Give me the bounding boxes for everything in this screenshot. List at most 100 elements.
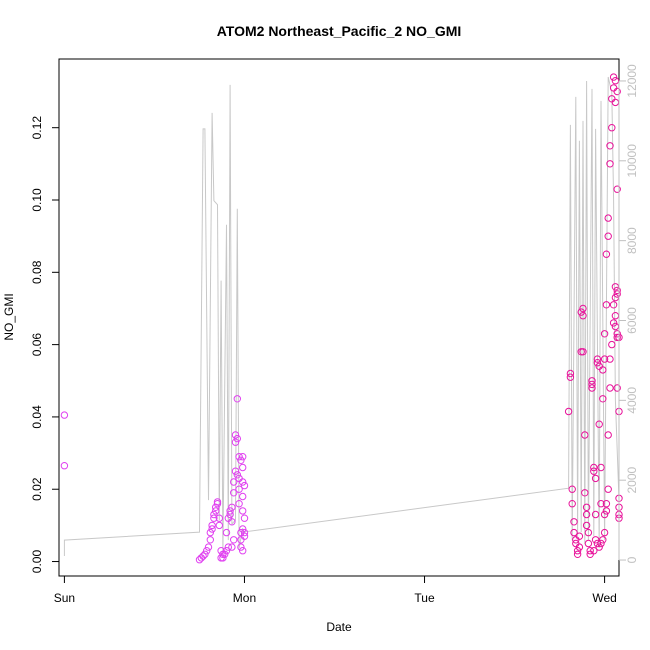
- y-tick-label: 0.02: [30, 477, 44, 501]
- data-point: [593, 539, 602, 548]
- y2-tick-label: 0: [625, 556, 639, 563]
- data-point: [590, 467, 598, 475]
- data-point: [608, 340, 616, 349]
- data-point: [604, 431, 612, 439]
- data-point: [212, 503, 220, 511]
- data-point: [609, 301, 618, 309]
- data-point: [599, 366, 607, 374]
- data-point: [239, 492, 247, 501]
- chart-title: ATOM2 Northeast_Pacific_2 NO_GMI: [217, 23, 462, 39]
- data-point: [602, 250, 611, 258]
- data-point: [568, 485, 576, 493]
- plot-frame: [58, 58, 620, 577]
- data-point: [206, 536, 215, 544]
- data-point: [613, 290, 621, 298]
- data-point: [226, 507, 234, 515]
- y-tick-label: 0.00: [30, 550, 44, 574]
- y-tick-label: 0.08: [30, 260, 44, 284]
- data-point: [239, 525, 247, 533]
- data-point: [213, 498, 222, 506]
- data-point: [595, 420, 603, 428]
- data-point: [231, 467, 240, 475]
- data-point: [228, 543, 236, 551]
- data-point: [239, 547, 247, 555]
- data-point: [588, 380, 596, 389]
- data-point: [240, 514, 249, 522]
- data-point: [219, 554, 227, 562]
- data-point: [237, 456, 245, 464]
- data-point: [591, 510, 600, 519]
- data-point: [582, 503, 591, 511]
- y-tick-label: 0.12: [30, 116, 44, 140]
- data-point: [606, 384, 614, 392]
- x-tick-label: Tue: [414, 591, 435, 605]
- data-point: [240, 532, 249, 540]
- data-point: [602, 500, 611, 508]
- data-point: [228, 503, 236, 511]
- line-series: [63, 76, 620, 556]
- data-point: [233, 471, 242, 479]
- data-point: [593, 355, 602, 363]
- y2-axis-ticks: 0 2000 4000 6000 8000 10000 12000: [619, 64, 639, 563]
- data-point: [600, 528, 609, 537]
- data-point: [60, 411, 69, 419]
- data-point: [568, 500, 576, 508]
- y2-tick-label: 12000: [625, 64, 639, 98]
- data-point: [609, 319, 618, 327]
- data-point: [240, 528, 249, 537]
- data-point: [613, 330, 621, 338]
- data-point: [222, 528, 231, 537]
- data-point: [215, 521, 224, 530]
- y2-tick-label: 6000: [625, 307, 639, 334]
- y-axis-ticks: 0.00 0.02 0.04 0.06 0.08 0.10 0.12: [30, 116, 59, 574]
- data-point: [222, 547, 231, 555]
- data-point: [239, 453, 247, 461]
- data-point: [604, 214, 612, 222]
- data-point: [593, 359, 602, 367]
- data-point: [586, 547, 594, 555]
- y2-tick-label: 10000: [625, 144, 639, 178]
- data-point: [235, 474, 243, 483]
- data-point: [579, 312, 587, 320]
- data-point: [581, 431, 589, 439]
- data-point: [611, 77, 620, 85]
- data-point: [233, 395, 242, 403]
- data-point: [579, 304, 587, 313]
- data-point: [613, 87, 621, 96]
- data-point: [608, 124, 616, 132]
- data-point: [208, 525, 216, 533]
- data-point: [239, 507, 247, 515]
- data-point: [579, 348, 587, 356]
- data-point: [584, 528, 593, 537]
- x-axis-label: Date: [326, 620, 352, 634]
- data-point: [590, 463, 598, 472]
- data-point: [240, 481, 249, 490]
- x-tick-label: Wed: [592, 591, 616, 605]
- data-point: [208, 521, 216, 530]
- data-point: [577, 308, 585, 316]
- data-point: [573, 547, 582, 555]
- x-tick-label: Sun: [54, 591, 75, 605]
- data-point: [233, 434, 242, 443]
- data-point: [235, 485, 243, 493]
- data-point: [228, 518, 236, 526]
- data-point: [210, 514, 218, 522]
- data-point: [572, 536, 580, 544]
- data-point: [602, 301, 611, 309]
- data-point: [235, 453, 243, 461]
- data-point: [599, 536, 607, 544]
- data-point: [575, 532, 584, 540]
- data-point: [195, 556, 204, 564]
- data-point: [604, 485, 612, 493]
- data-point: [611, 312, 620, 320]
- data-point: [606, 160, 614, 168]
- data-point: [226, 510, 234, 519]
- data-point: [204, 543, 213, 551]
- line-series-path: [63, 76, 620, 556]
- data-point: [237, 543, 245, 551]
- y-tick-label: 0.10: [30, 188, 44, 212]
- data-point: [588, 377, 596, 385]
- data-point: [606, 355, 614, 363]
- data-point: [600, 510, 609, 519]
